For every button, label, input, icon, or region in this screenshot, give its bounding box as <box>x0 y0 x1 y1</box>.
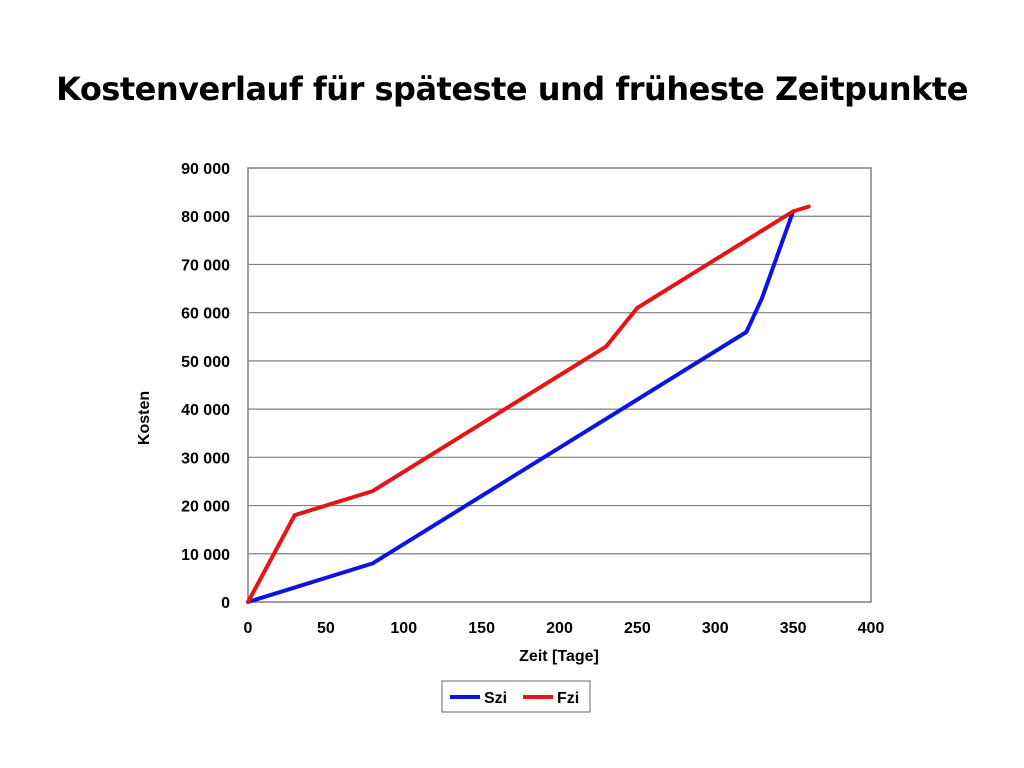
plot-area <box>247 167 872 603</box>
x-tick-label: 400 <box>858 620 885 637</box>
slide-title: Kostenverlauf für späteste und früheste … <box>56 70 968 108</box>
x-axis-label: Zeit [Tage] <box>519 648 599 665</box>
x-tick-label: 200 <box>546 620 573 637</box>
y-tick-label: 90 000 <box>181 161 230 178</box>
y-tick-label: 10 000 <box>181 547 230 564</box>
x-tick-label: 150 <box>468 620 495 637</box>
x-tick-label: 100 <box>390 620 417 637</box>
plot-frame <box>247 167 872 603</box>
y-tick-label: 40 000 <box>181 402 230 419</box>
y-tick-label: 0 <box>221 595 230 612</box>
series-line-fzi <box>246 204 811 604</box>
y-tick-label: 80 000 <box>181 209 230 226</box>
gridlines <box>248 215 871 555</box>
y-tick-label: 20 000 <box>181 499 230 516</box>
y-axis-label: Kosten <box>136 391 153 445</box>
y-tick-label: 50 000 <box>181 354 230 371</box>
y-tick-label: 60 000 <box>181 306 230 323</box>
x-tick-label: 350 <box>780 620 807 637</box>
x-tick-label: 0 <box>244 620 253 637</box>
legend: Szi Fzi <box>441 680 591 713</box>
x-tick-label: 250 <box>624 620 651 637</box>
series-lines <box>246 204 811 604</box>
y-tick-label: 70 000 <box>181 257 230 274</box>
y-tick-label: 30 000 <box>181 450 230 467</box>
legend-label-szi: Szi <box>484 690 507 707</box>
x-tick-label: 50 <box>317 620 335 637</box>
y-axis-ticks: 0 10 000 20 000 30 000 40 000 50 000 60 000 70 … <box>181 161 230 612</box>
x-tick-label: 300 <box>702 620 729 637</box>
x-axis-ticks: 0 50 100 150 200 250 300 350 400 <box>244 620 885 637</box>
series-line-szi <box>246 209 796 604</box>
legend-label-fzi: Fzi <box>557 690 579 707</box>
